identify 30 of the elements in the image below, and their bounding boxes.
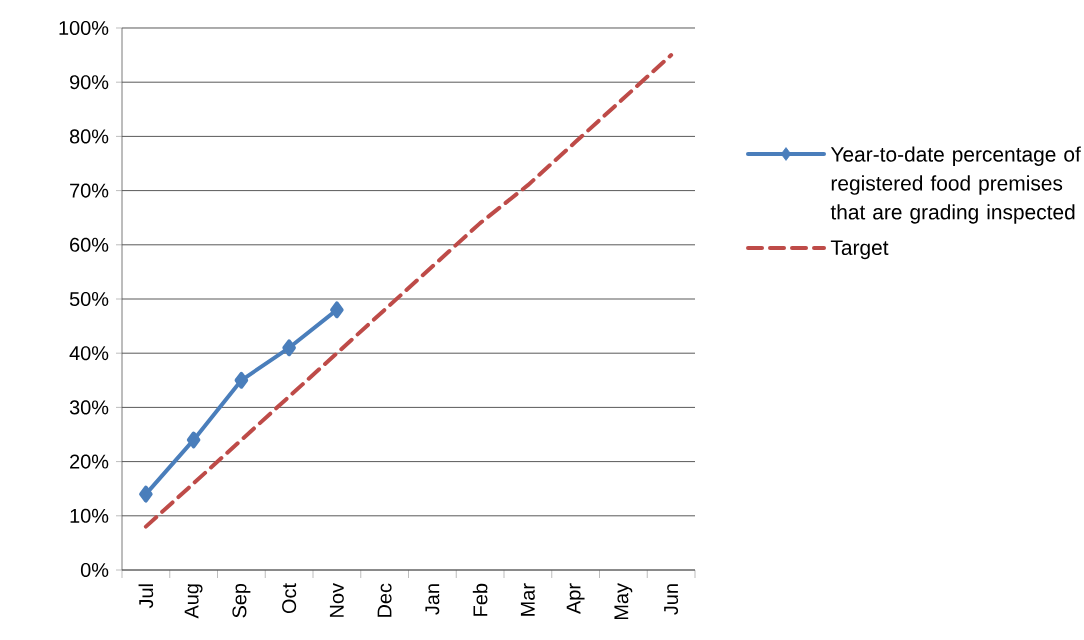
- legend-label: Target: [830, 240, 889, 260]
- y-tick-label: 100%: [59, 20, 109, 36]
- x-tick-label: Jan: [425, 584, 440, 615]
- y-tick-label: 80%: [69, 129, 109, 144]
- point: [282, 339, 296, 357]
- y-tick-label: 30%: [69, 400, 109, 415]
- x-tick-label: Dec: [377, 583, 392, 617]
- x-tick-label: Aug: [184, 584, 203, 619]
- y-tick-label: 60%: [70, 237, 109, 252]
- y-tick-label: 50%: [69, 291, 109, 307]
- x-tick-label: Apr: [566, 583, 585, 615]
- point: [234, 371, 249, 389]
- y-tick-label: 40%: [69, 346, 109, 361]
- x-tick-label: Feb: [472, 583, 488, 616]
- point: [139, 485, 153, 503]
- x-tick-label: Mar: [520, 583, 535, 616]
- legend-label: Year-to-date percentage of registered food premises that are grading inspected: [830, 146, 1081, 224]
- x-tick-label: Oct: [282, 583, 297, 614]
- x-tick-label: Nov: [329, 583, 344, 617]
- x-tick-label: Jun: [664, 584, 679, 615]
- x-tick-label: Sep: [232, 583, 251, 618]
- y-tick-label: 10%: [70, 508, 109, 523]
- y-tick-label: 90%: [70, 75, 109, 90]
- y-tick-label: 20%: [70, 454, 109, 469]
- x-tick-label: May: [614, 583, 633, 620]
- y-tick-label: 0%: [80, 562, 109, 578]
- point: [330, 301, 344, 319]
- point: [186, 431, 201, 449]
- y-tick-label: 70%: [70, 183, 109, 198]
- x-tick-label: Jul: [138, 584, 154, 609]
